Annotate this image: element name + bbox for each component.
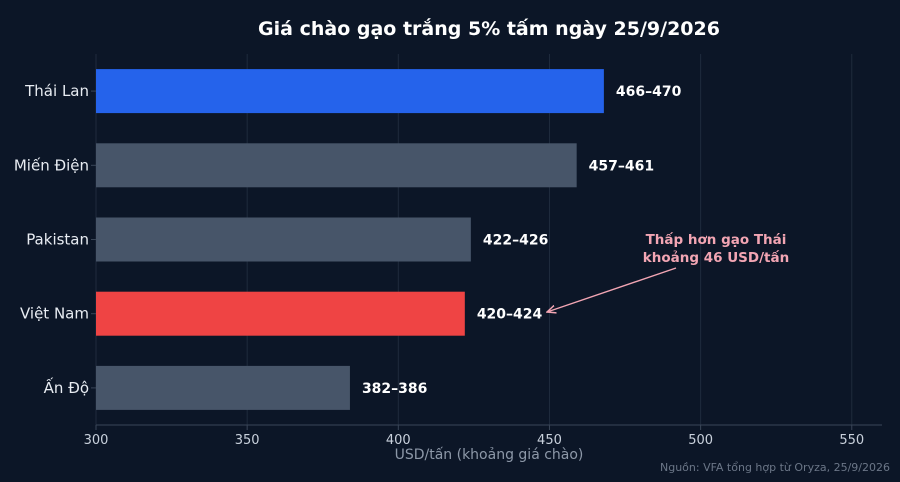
x-axis-title: USD/tấn (khoảng giá chào) <box>395 447 584 463</box>
x-tick-label: 450 <box>537 433 562 448</box>
x-tick-label: 500 <box>688 433 713 448</box>
x-tick-label: 400 <box>386 433 411 448</box>
chart-title: Giá chào gạo trắng 5% tấm ngày 25/9/2026 <box>258 17 720 40</box>
x-tick-label: 550 <box>839 433 864 448</box>
annotation-line-1: Thấp hơn gạo Thái <box>646 231 787 248</box>
data-label: 382–386 <box>362 381 427 397</box>
bar <box>96 143 577 188</box>
labels: Thái Lan 466–470 Miến Điện 457–461 Pakistan 4… <box>14 82 682 397</box>
bar <box>96 69 604 114</box>
category-label: Ấn Độ <box>44 376 89 397</box>
x-tick-label: 350 <box>235 433 260 448</box>
annotation: Thấp hơn gạo Thái khoảng 46 USD/tấn <box>547 231 789 312</box>
category-label: Pakistan <box>26 231 89 249</box>
data-label: 457–461 <box>589 158 654 174</box>
bar <box>96 365 350 410</box>
annotation-line-2: khoảng 46 USD/tấn <box>643 249 789 266</box>
category-label: Việt Nam <box>20 305 89 323</box>
bar <box>96 291 465 336</box>
x-ticks: 300 350 400 450 500 550 <box>84 425 864 448</box>
data-label: 466–470 <box>616 84 682 100</box>
x-tick-label: 300 <box>84 433 109 448</box>
bar <box>96 217 471 262</box>
category-label: Miến Điện <box>14 156 89 174</box>
category-label: Thái Lan <box>24 82 89 100</box>
data-label: 420–424 <box>477 307 543 323</box>
data-label: 422–426 <box>483 233 548 249</box>
bars <box>96 69 604 410</box>
source-note: Nguồn: VFA tổng hợp từ Oryza, 25/9/2026 <box>660 461 890 474</box>
annotation-arrow <box>547 267 677 312</box>
